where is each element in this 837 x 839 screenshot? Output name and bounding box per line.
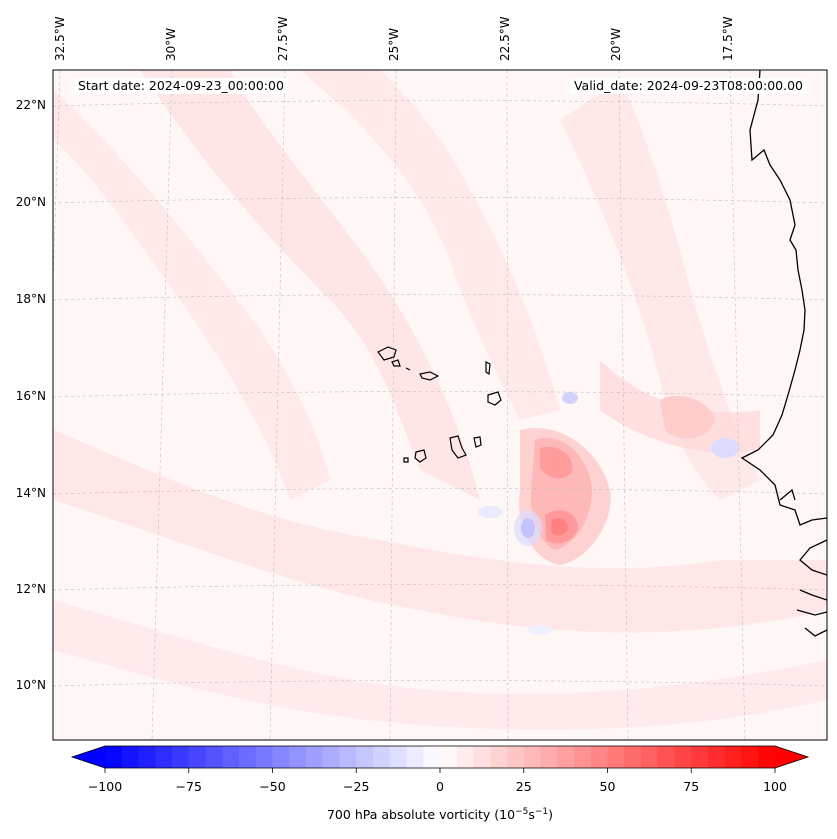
colorbar-step — [490, 746, 508, 768]
lon-label: 27.5°W — [276, 16, 290, 61]
colorbar-step — [657, 746, 675, 768]
colorbar-step — [172, 746, 190, 768]
colorbar-label: 700 hPa absolute vorticity (10−5s−1) — [326, 807, 553, 823]
start-date-label: Start date: 2024-09-23_00:00:00 — [74, 78, 288, 94]
graticule — [53, 70, 827, 740]
valid-date-label: Valid_date: 2024-09-23T08:00:00.00 — [569, 78, 807, 94]
lat-label: 14°N — [15, 486, 46, 500]
lon-label: 32.5°W — [53, 16, 67, 61]
colorbar-step — [507, 746, 525, 768]
colorbar — [70, 745, 810, 773]
colorbar-step — [540, 746, 558, 768]
colorbar-step — [423, 746, 441, 768]
colorbar-step — [724, 746, 742, 768]
colorbar-step — [121, 746, 139, 768]
colorbar-step — [590, 746, 608, 768]
cape-verde-islands — [377, 346, 502, 463]
colorbar-step — [205, 746, 223, 768]
lon-label: 20°W — [609, 27, 623, 61]
colorbar-tick-label: −100 — [87, 779, 123, 794]
lat-label: 20°N — [15, 195, 46, 209]
colorbar-step — [222, 746, 240, 768]
colorbar-step — [473, 746, 491, 768]
colorbar-step — [272, 746, 290, 768]
colorbar-tick-label: −75 — [175, 779, 202, 794]
colorbar-step — [574, 746, 592, 768]
lat-label: 10°N — [15, 678, 46, 692]
lat-label: 16°N — [15, 389, 46, 403]
colorbar-step — [356, 746, 374, 768]
colorbar-step — [188, 746, 206, 768]
lon-label: 22.5°W — [498, 16, 512, 61]
lon-label: 30°W — [164, 27, 178, 61]
colorbar-step — [105, 746, 123, 768]
colorbar-step — [306, 746, 324, 768]
lat-label: 22°N — [15, 98, 46, 112]
colorbar-tick-label: 25 — [515, 779, 532, 794]
colorbar-tick-label: 0 — [436, 779, 444, 794]
colorbar-step — [741, 746, 759, 768]
colorbar-step — [255, 746, 273, 768]
colorbar-step — [674, 746, 692, 768]
colorbar-step — [389, 746, 407, 768]
lon-label: 25°W — [387, 27, 401, 61]
colorbar-step — [138, 746, 156, 768]
colorbar-min-extend — [72, 746, 105, 768]
colorbar-step — [607, 746, 625, 768]
vorticity-field — [53, 70, 827, 730]
lat-label: 18°N — [15, 292, 46, 306]
map-frame — [52, 69, 828, 741]
colorbar-step — [691, 746, 709, 768]
colorbar-step — [523, 746, 541, 768]
colorbar-step — [758, 746, 776, 768]
lat-label: 12°N — [15, 582, 46, 596]
colorbar-step — [239, 746, 257, 768]
lon-label: 17.5°W — [721, 16, 735, 61]
colorbar-step — [406, 746, 424, 768]
colorbar-tick-label: 50 — [599, 779, 616, 794]
colorbar-tick-label: −50 — [259, 779, 286, 794]
colorbar-step — [339, 746, 357, 768]
colorbar-step — [456, 746, 474, 768]
colorbar-step — [641, 746, 659, 768]
colorbar-step — [289, 746, 307, 768]
colorbar-max-extend — [775, 746, 808, 768]
colorbar-step — [708, 746, 726, 768]
colorbar-step — [373, 746, 391, 768]
colorbar-step — [440, 746, 458, 768]
colorbar-tick-label: −25 — [343, 779, 370, 794]
colorbar-step — [155, 746, 173, 768]
colorbar-step — [557, 746, 575, 768]
colorbar-step — [624, 746, 642, 768]
coastline-africa — [740, 70, 827, 637]
colorbar-tick-label: 100 — [763, 779, 787, 794]
colorbar-tick-label: 75 — [683, 779, 700, 794]
colorbar-step — [322, 746, 340, 768]
